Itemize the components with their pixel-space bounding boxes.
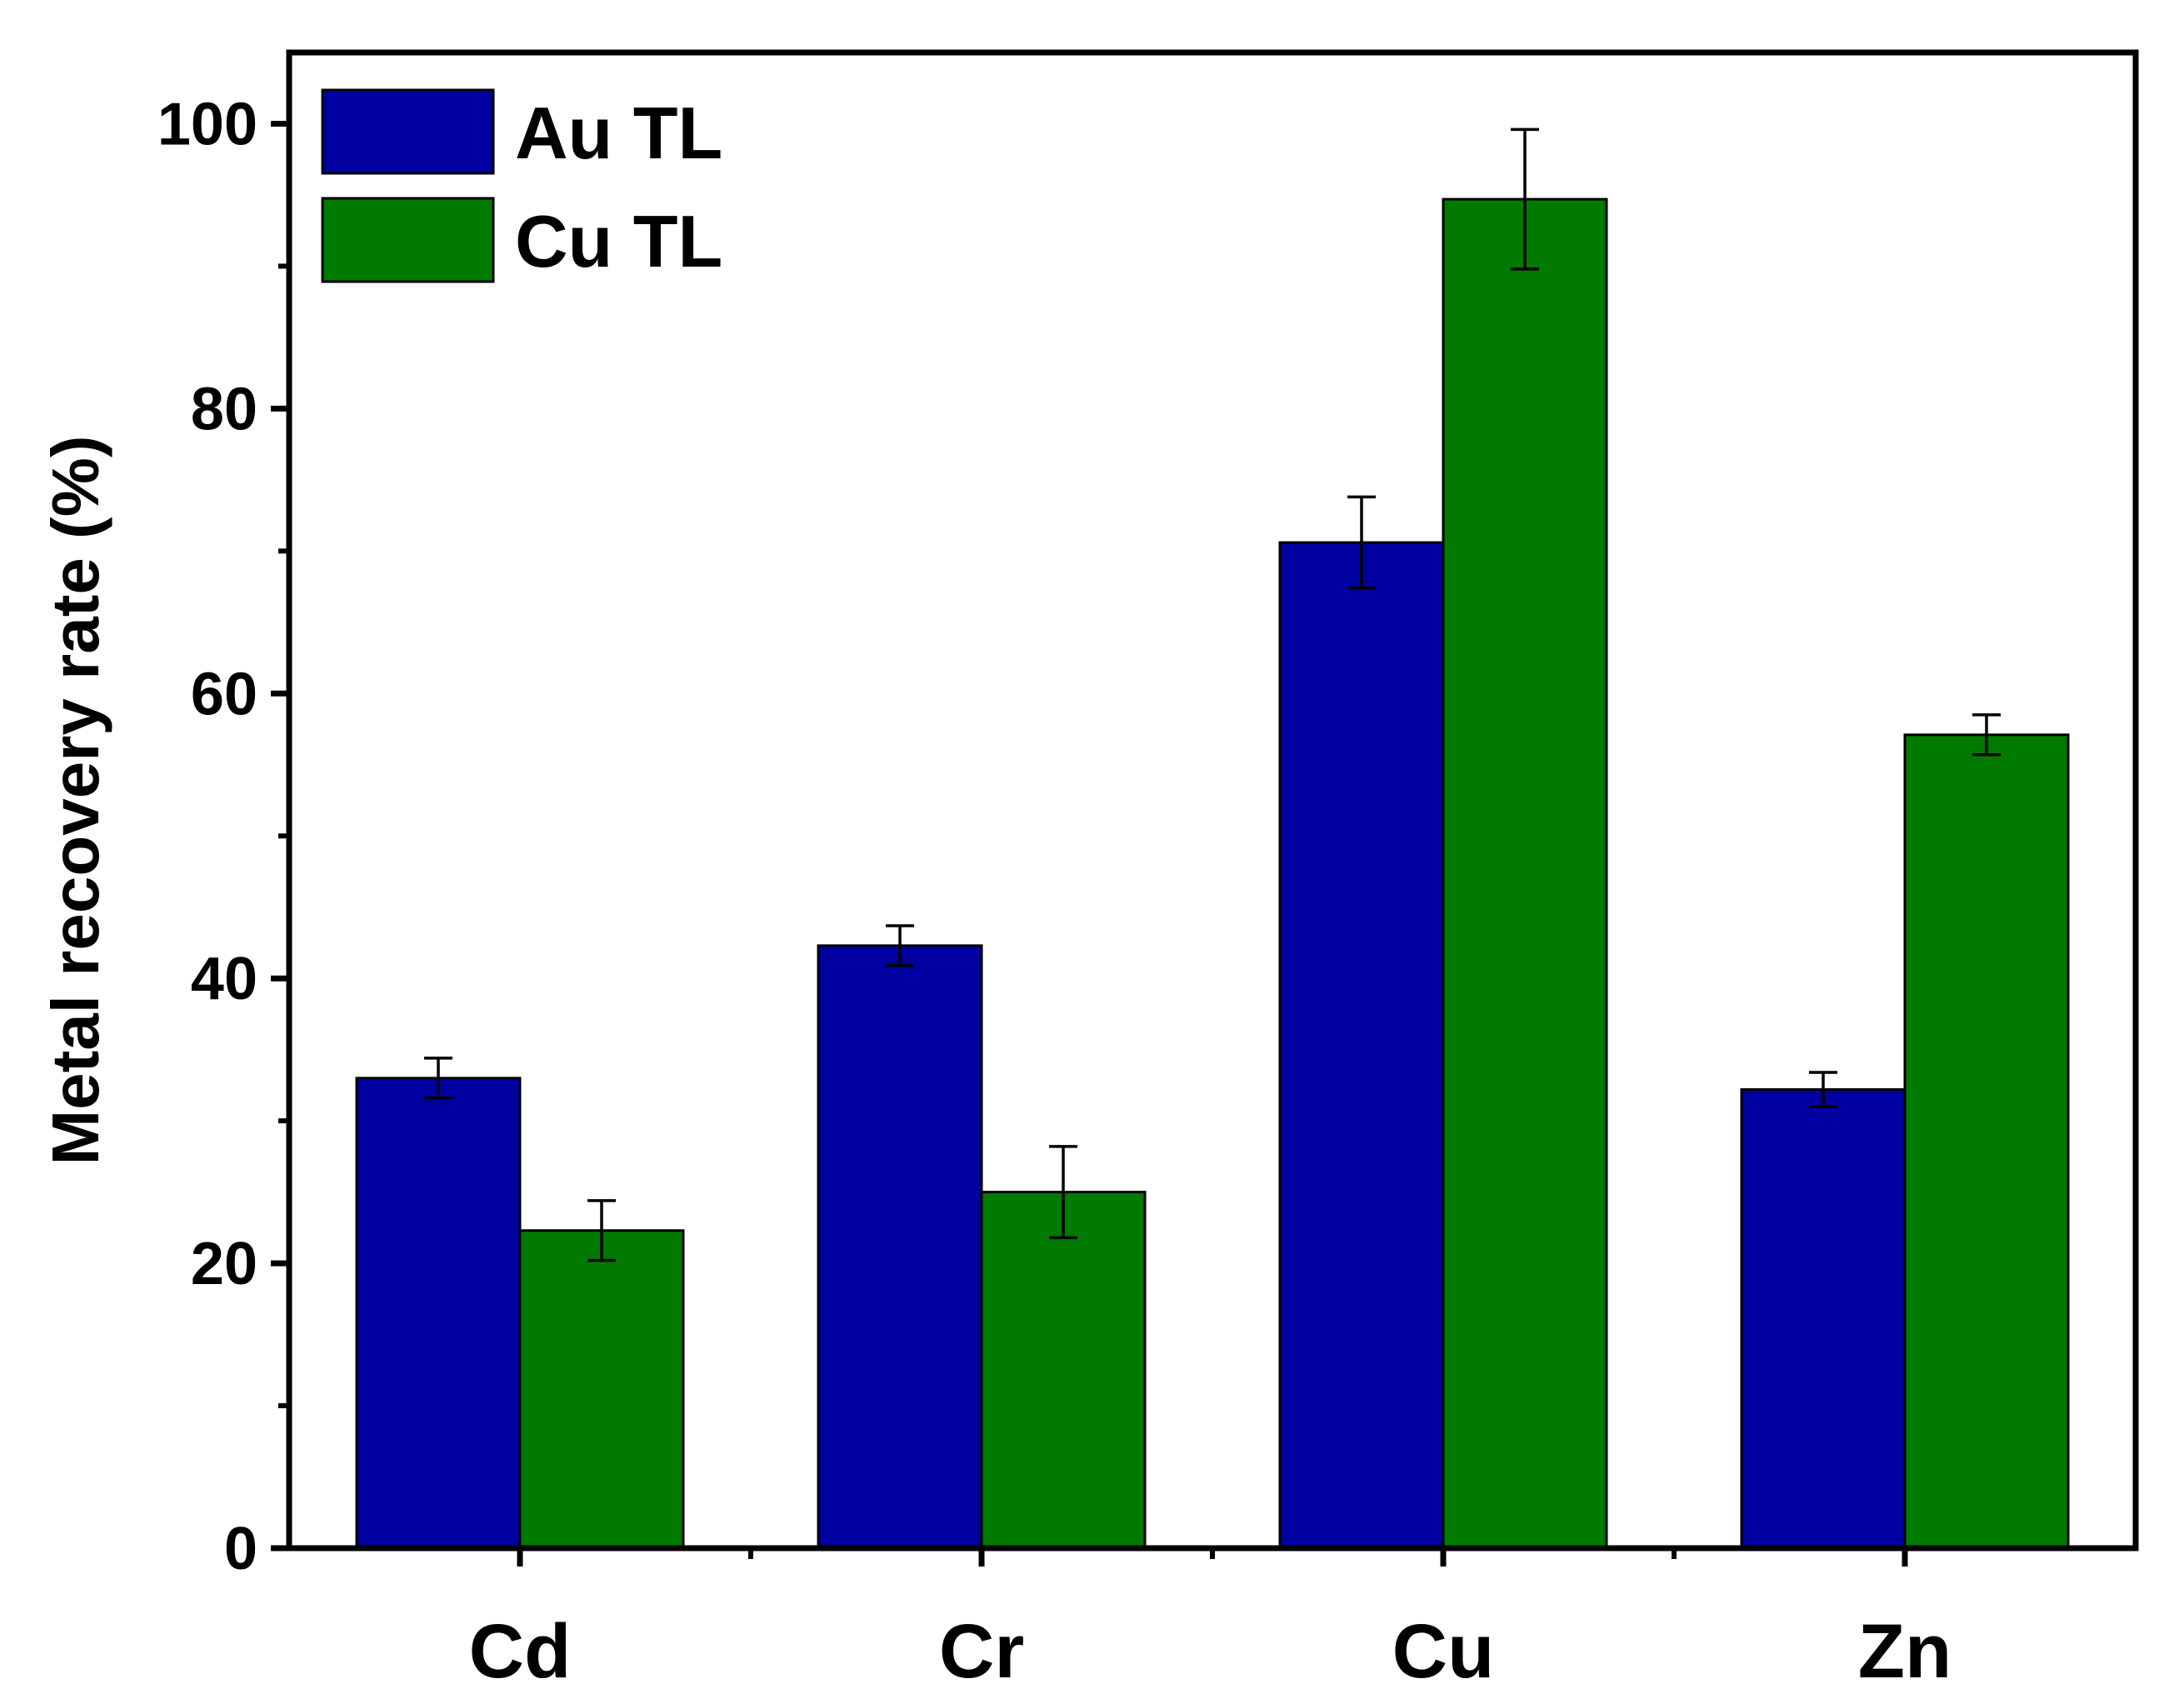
bar-au-tl-cd	[355, 1077, 522, 1550]
y-tick-label: 60	[191, 661, 257, 727]
bar-cu-tl-zn	[1903, 733, 2070, 1550]
y-axis-title: Metal recovery rate (%)	[38, 436, 112, 1166]
error-bar	[1809, 1071, 1837, 1108]
x-tick-label: Cu	[1392, 1609, 1495, 1694]
error-bar	[886, 924, 914, 967]
y-axis: 0 20 40 60 80 100	[157, 91, 289, 1582]
error-bar	[1972, 713, 2001, 757]
legend-swatch	[321, 197, 495, 283]
error-bar	[424, 1057, 452, 1100]
error-bar	[1347, 495, 1376, 590]
bar-au-tl-zn	[1740, 1088, 1907, 1550]
legend-label: Au TL	[515, 92, 722, 174]
error-bar	[1049, 1145, 1077, 1240]
legend-label: Cu TL	[515, 200, 722, 282]
error-bars-layer	[424, 127, 2001, 1262]
x-tick-label: Cd	[469, 1609, 572, 1694]
error-bar	[1511, 127, 1539, 271]
bar-au-tl-cu	[1278, 541, 1445, 1550]
y-tick-label: 80	[191, 376, 257, 442]
y-tick-label: 100	[157, 91, 257, 157]
y-tick-label: 0	[224, 1516, 257, 1582]
x-tick-label: Cr	[939, 1609, 1024, 1694]
bars-layer	[355, 197, 2070, 1550]
y-tick-label: 40	[191, 946, 257, 1012]
bar-cu-tl-cd	[518, 1229, 685, 1550]
legend-swatch	[321, 88, 495, 175]
y-tick-label: 20	[191, 1231, 257, 1297]
bar-au-tl-cr	[817, 944, 983, 1550]
x-axis: Cd Cr Cu Zn	[469, 1548, 1952, 1694]
bar-cu-tl-cu	[1442, 197, 1608, 1550]
error-bar	[587, 1199, 616, 1262]
x-tick-label: Zn	[1858, 1609, 1952, 1694]
bar-cu-tl-cr	[980, 1191, 1147, 1550]
legend: Au TL Cu TL	[321, 88, 722, 283]
